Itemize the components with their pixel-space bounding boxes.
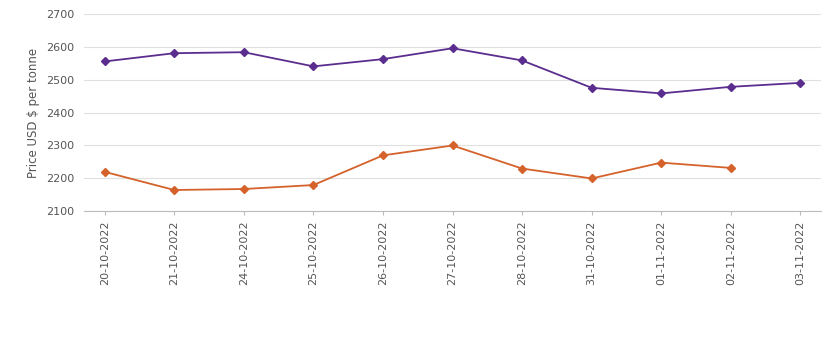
SHFE xyxy=(447,46,458,50)
LME xyxy=(517,166,527,170)
Y-axis label: Price USD $ per tonne: Price USD $ per tonne xyxy=(28,47,40,178)
SHFE xyxy=(378,57,388,61)
SHFE xyxy=(308,64,318,69)
LME xyxy=(656,161,666,165)
Line: SHFE: SHFE xyxy=(102,45,803,96)
SHFE xyxy=(169,51,179,55)
LME xyxy=(169,188,179,192)
LME xyxy=(239,187,249,191)
LME xyxy=(378,153,388,158)
SHFE xyxy=(517,58,527,62)
SHFE xyxy=(795,81,805,85)
LME xyxy=(100,170,110,174)
Line: LME: LME xyxy=(102,143,733,193)
LME xyxy=(308,183,318,187)
LME xyxy=(726,166,736,170)
SHFE xyxy=(587,86,597,90)
LME xyxy=(587,176,597,180)
SHFE xyxy=(239,50,249,54)
SHFE xyxy=(726,85,736,89)
LME xyxy=(447,144,458,148)
SHFE xyxy=(100,59,110,63)
SHFE xyxy=(656,91,666,95)
